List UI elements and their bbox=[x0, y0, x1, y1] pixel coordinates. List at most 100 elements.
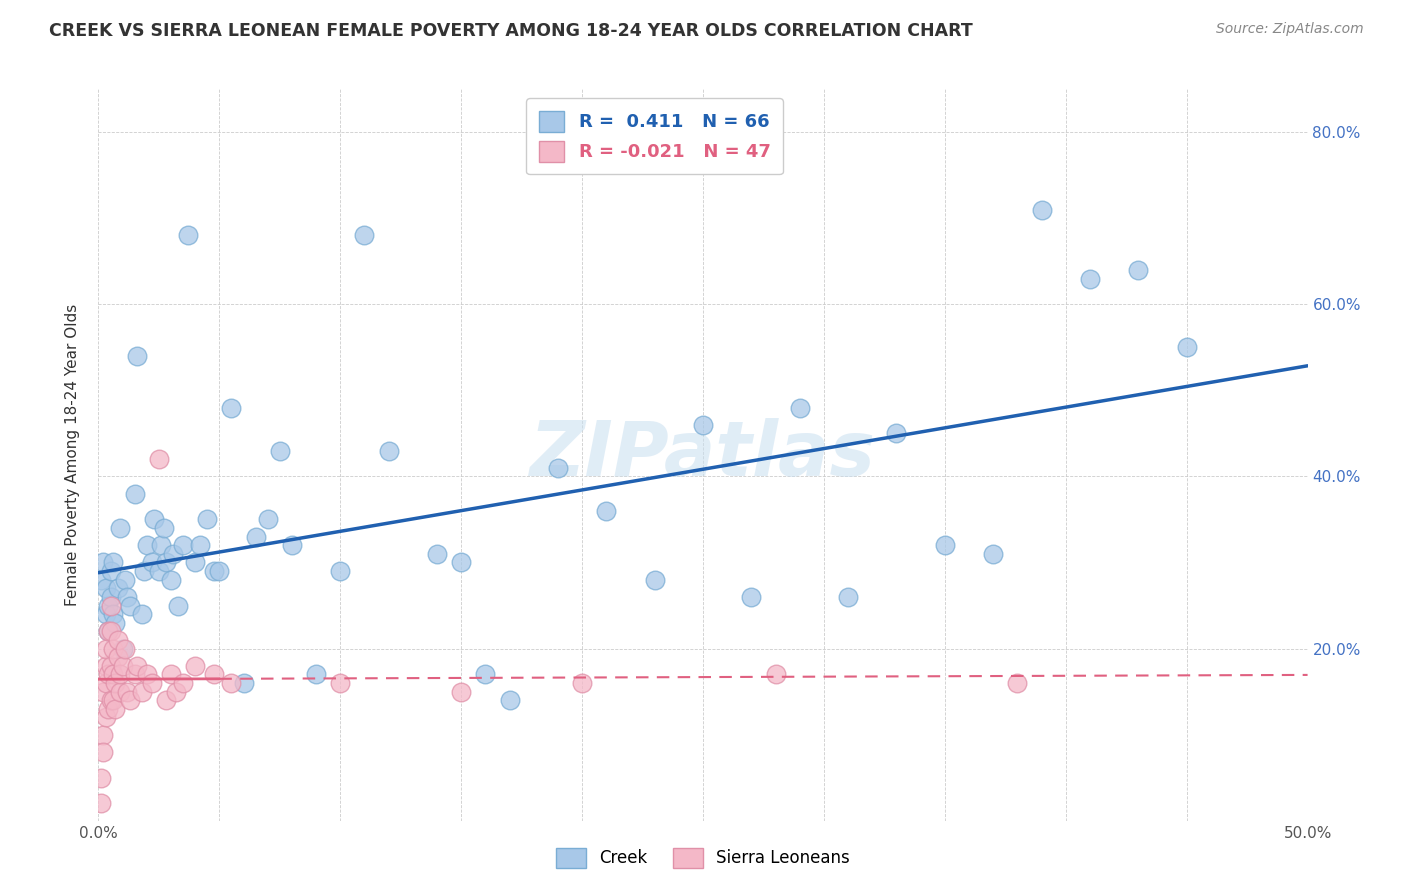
Point bbox=[94, 641, 117, 656]
Point bbox=[94, 607, 117, 621]
Point bbox=[426, 547, 449, 561]
Point bbox=[94, 658, 117, 673]
Point bbox=[837, 590, 859, 604]
Point bbox=[765, 667, 787, 681]
Point bbox=[208, 564, 231, 578]
Point bbox=[118, 599, 141, 613]
Point bbox=[97, 599, 120, 613]
Point bbox=[184, 658, 207, 673]
Point bbox=[91, 745, 114, 759]
Point bbox=[118, 693, 141, 707]
Text: CREEK VS SIERRA LEONEAN FEMALE POVERTY AMONG 18-24 YEAR OLDS CORRELATION CHART: CREEK VS SIERRA LEONEAN FEMALE POVERTY A… bbox=[49, 22, 973, 40]
Point bbox=[353, 228, 375, 243]
Point bbox=[108, 521, 131, 535]
Point bbox=[100, 693, 122, 707]
Point bbox=[90, 797, 112, 811]
Point bbox=[107, 650, 129, 665]
Point bbox=[1128, 263, 1150, 277]
Point bbox=[100, 590, 122, 604]
Point bbox=[221, 401, 243, 415]
Point bbox=[269, 443, 291, 458]
Point bbox=[108, 684, 131, 698]
Point bbox=[644, 573, 666, 587]
Point bbox=[150, 538, 173, 552]
Point bbox=[117, 684, 139, 698]
Point bbox=[221, 676, 243, 690]
Point bbox=[100, 658, 122, 673]
Point bbox=[131, 684, 153, 698]
Point bbox=[94, 710, 117, 724]
Point bbox=[124, 667, 146, 681]
Point bbox=[97, 702, 120, 716]
Point bbox=[740, 590, 762, 604]
Point bbox=[91, 556, 114, 570]
Point bbox=[547, 460, 569, 475]
Point bbox=[107, 632, 129, 647]
Point bbox=[94, 676, 117, 690]
Point bbox=[114, 573, 136, 587]
Point bbox=[107, 582, 129, 596]
Point bbox=[101, 667, 124, 681]
Point bbox=[188, 538, 211, 552]
Point bbox=[101, 556, 124, 570]
Point bbox=[108, 667, 131, 681]
Point bbox=[124, 486, 146, 500]
Point bbox=[1175, 340, 1198, 354]
Point bbox=[94, 582, 117, 596]
Point bbox=[127, 349, 149, 363]
Point bbox=[155, 693, 177, 707]
Point bbox=[104, 615, 127, 630]
Point bbox=[162, 547, 184, 561]
Point bbox=[148, 564, 170, 578]
Point bbox=[204, 667, 226, 681]
Point bbox=[1078, 271, 1101, 285]
Point bbox=[104, 702, 127, 716]
Point bbox=[135, 538, 157, 552]
Point bbox=[377, 443, 399, 458]
Point bbox=[160, 667, 183, 681]
Point bbox=[177, 228, 200, 243]
Point bbox=[111, 641, 134, 656]
Point bbox=[1007, 676, 1029, 690]
Y-axis label: Female Poverty Among 18-24 Year Olds: Female Poverty Among 18-24 Year Olds bbox=[65, 304, 80, 606]
Point bbox=[692, 417, 714, 432]
Point bbox=[91, 684, 114, 698]
Point bbox=[117, 590, 139, 604]
Point bbox=[450, 556, 472, 570]
Point bbox=[101, 693, 124, 707]
Point bbox=[195, 512, 218, 526]
Point bbox=[281, 538, 304, 552]
Point bbox=[101, 641, 124, 656]
Point bbox=[97, 667, 120, 681]
Point bbox=[498, 693, 520, 707]
Point bbox=[595, 504, 617, 518]
Point bbox=[571, 676, 593, 690]
Point bbox=[143, 512, 166, 526]
Point bbox=[160, 573, 183, 587]
Point bbox=[886, 426, 908, 441]
Point bbox=[91, 728, 114, 742]
Point bbox=[111, 658, 134, 673]
Point bbox=[172, 676, 194, 690]
Point bbox=[134, 564, 156, 578]
Point bbox=[114, 641, 136, 656]
Point bbox=[172, 538, 194, 552]
Point bbox=[131, 607, 153, 621]
Point bbox=[152, 521, 174, 535]
Point bbox=[232, 676, 254, 690]
Point bbox=[329, 564, 352, 578]
Point bbox=[305, 667, 328, 681]
Point bbox=[1031, 202, 1053, 217]
Point bbox=[141, 556, 163, 570]
Point bbox=[474, 667, 496, 681]
Point bbox=[155, 556, 177, 570]
Point bbox=[167, 599, 190, 613]
Point bbox=[184, 556, 207, 570]
Point bbox=[135, 667, 157, 681]
Point bbox=[127, 658, 149, 673]
Legend: Creek, Sierra Leoneans: Creek, Sierra Leoneans bbox=[550, 841, 856, 875]
Text: ZIPatlas: ZIPatlas bbox=[530, 418, 876, 491]
Point bbox=[934, 538, 956, 552]
Point bbox=[90, 771, 112, 785]
Point bbox=[256, 512, 278, 526]
